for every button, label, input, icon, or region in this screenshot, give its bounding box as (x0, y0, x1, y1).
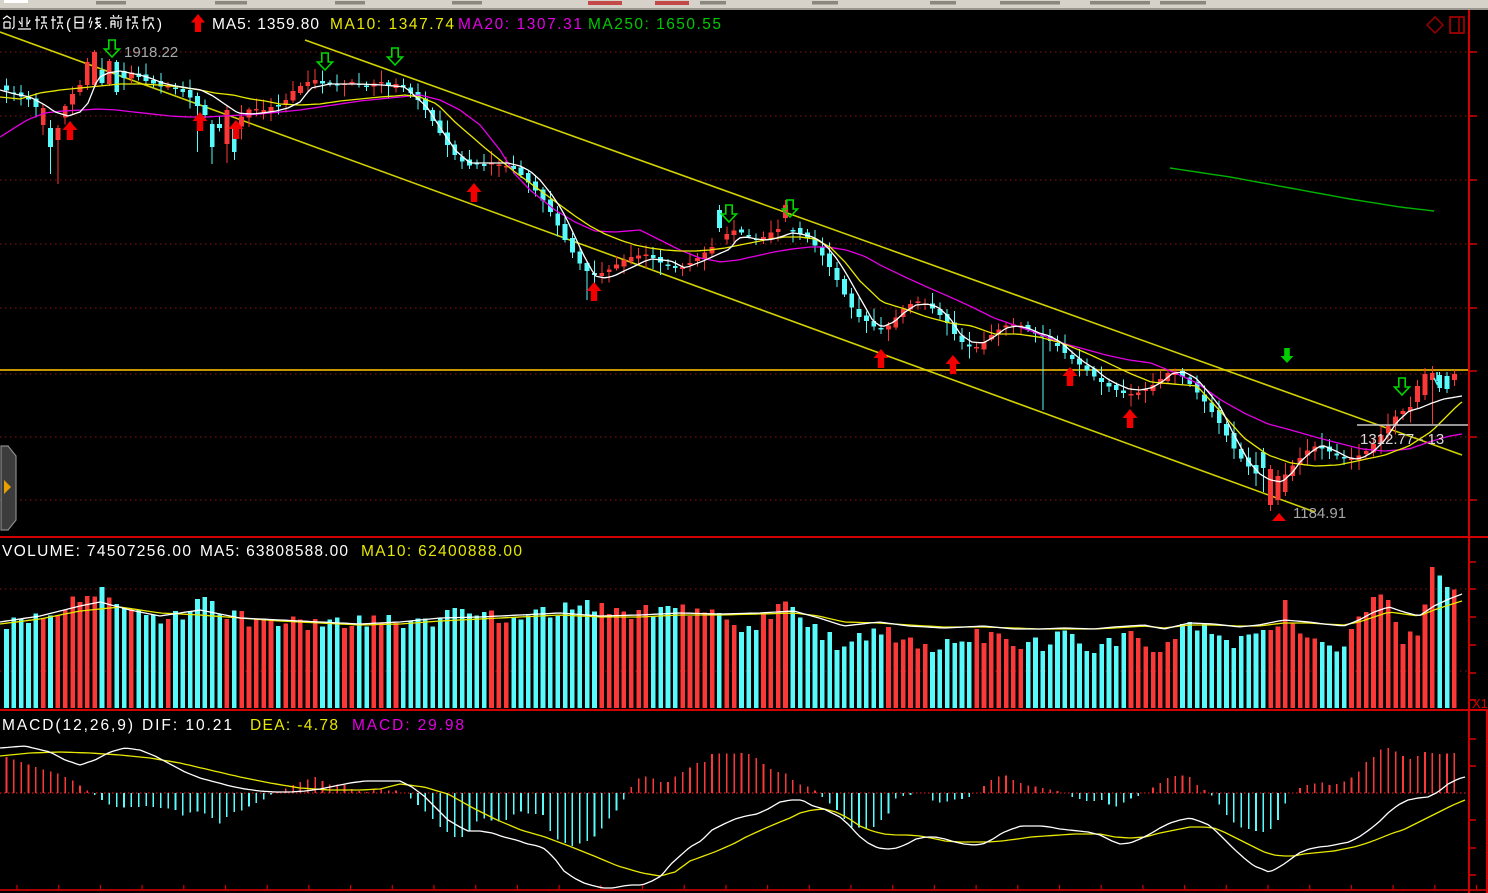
svg-text:MACD: 29.98: MACD: 29.98 (352, 717, 464, 734)
svg-text:): ) (157, 16, 162, 33)
svg-text:MA250: 1650.55: MA250: 1650.55 (588, 16, 721, 33)
svg-text:DEA: -4.78: DEA: -4.78 (250, 717, 338, 734)
svg-text:MA10: 62400888.00: MA10: 62400888.00 (361, 543, 522, 560)
svg-text:1312.77 - 13: 1312.77 - 13 (1360, 431, 1444, 448)
svg-text:(: ( (66, 16, 71, 33)
svg-text:X1: X1 (1472, 696, 1488, 711)
svg-text:DIF: 10.21: DIF: 10.21 (142, 717, 232, 734)
svg-text:1918.22: 1918.22 (124, 44, 178, 61)
svg-text:VOLUME: 74507256.00: VOLUME: 74507256.00 (2, 543, 191, 560)
svg-text:MA5: 63808588.00: MA5: 63808588.00 (200, 543, 348, 560)
svg-text:MACD(12,26,9): MACD(12,26,9) (2, 717, 133, 734)
svg-text:MA10: 1347.74: MA10: 1347.74 (330, 16, 454, 33)
svg-text:.: . (104, 16, 108, 33)
svg-text:MA20: 1307.31: MA20: 1307.31 (458, 16, 582, 33)
svg-text:1184.91: 1184.91 (1293, 505, 1346, 522)
svg-text:MA5: 1359.80: MA5: 1359.80 (212, 16, 319, 33)
